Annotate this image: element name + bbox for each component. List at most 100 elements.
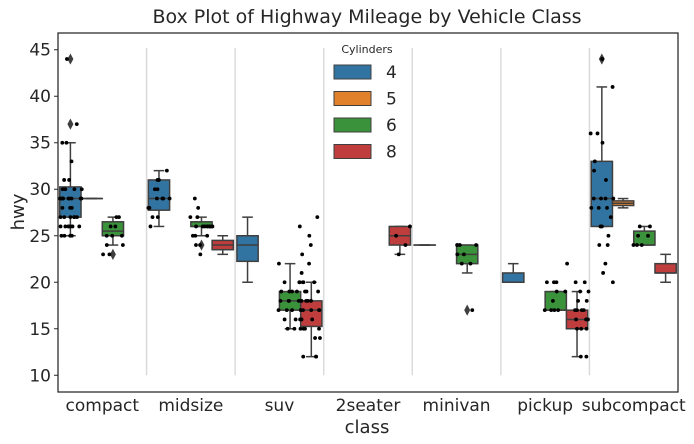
- legend-swatch-6: [333, 117, 372, 133]
- strip-point-23: [316, 289, 321, 294]
- strip-point-40: [65, 57, 69, 61]
- strip-point-10: [155, 187, 160, 192]
- strip-point-11: [310, 317, 315, 322]
- strip-point-38: [60, 140, 65, 145]
- strip-point-21: [588, 131, 593, 136]
- strip-point-14: [586, 289, 591, 294]
- strip-point-22: [304, 289, 309, 294]
- y-tick-label-25: 25: [29, 227, 51, 247]
- strip-point-22: [610, 85, 615, 89]
- strip-point-16: [195, 215, 200, 220]
- strip-point-23: [600, 57, 605, 61]
- y-axis-label: hwy: [8, 193, 29, 230]
- strip-point-13: [576, 298, 580, 303]
- strip-point-2: [556, 308, 561, 313]
- strip-point-9: [575, 308, 579, 313]
- strip-point-26: [79, 196, 83, 201]
- strip-point-0: [301, 354, 306, 359]
- strip-point-1: [403, 243, 408, 247]
- strip-point-9: [152, 187, 157, 192]
- strip-point-4: [119, 233, 124, 238]
- strip-point-39: [74, 122, 79, 127]
- box-body: [147, 179, 171, 211]
- strip-point-1: [292, 326, 297, 331]
- strip-point-6: [58, 224, 63, 229]
- outlier-0: [67, 118, 74, 130]
- strip-point-8: [608, 215, 613, 220]
- strip-point-14: [68, 215, 73, 220]
- strip-point-2: [394, 233, 398, 238]
- strip-point-5: [554, 289, 559, 294]
- box-body: [544, 290, 568, 311]
- strip-point-26: [297, 280, 302, 285]
- strip-point-7: [77, 224, 82, 229]
- box-suv-cyl-6: [278, 262, 302, 330]
- x-tick-label-compact: compact: [66, 396, 140, 416]
- outlier-1: [67, 53, 74, 65]
- strip-point-1: [639, 243, 644, 247]
- x-axis-label: class: [345, 417, 390, 438]
- box-body: [101, 221, 125, 237]
- strip-point-8: [108, 224, 113, 229]
- box-suv-cyl-4: [236, 216, 259, 284]
- strip-point-13: [164, 168, 169, 173]
- strip-point-13: [290, 289, 295, 294]
- strip-point-6: [284, 308, 289, 313]
- strip-point-15: [591, 196, 596, 201]
- strip-point-30: [72, 187, 77, 192]
- strip-midsize-cyl-6: [188, 196, 215, 257]
- strip-point-15: [188, 215, 193, 220]
- strip-point-19: [299, 298, 304, 303]
- strip-point-9: [544, 280, 549, 285]
- strip-point-18: [192, 196, 197, 201]
- strip-point-1: [198, 243, 202, 247]
- strip-point-6: [194, 224, 199, 229]
- strip-point-35: [62, 178, 67, 182]
- strip-point-16: [298, 308, 303, 313]
- strip-point-14: [287, 289, 292, 294]
- strip-point-4: [455, 252, 460, 257]
- strip-point-7: [598, 224, 603, 229]
- strip-point-1: [542, 308, 547, 313]
- strip-point-11: [287, 298, 291, 303]
- legend-label-8: 8: [386, 143, 397, 163]
- strip-point-11: [596, 205, 601, 210]
- strip-point-5: [574, 317, 578, 322]
- strip-point-18: [565, 261, 570, 266]
- strip-point-9: [605, 205, 609, 210]
- strip-point-15: [309, 308, 314, 313]
- strip-point-5: [606, 233, 611, 238]
- strip-point-10: [298, 317, 303, 322]
- strip-point-1: [150, 215, 155, 220]
- box-body: [632, 230, 656, 246]
- box-midsize-cyl-8: [211, 235, 235, 256]
- y-tick-label-15: 15: [29, 320, 51, 340]
- outlier-0: [464, 304, 471, 316]
- strip-minivan-cyl-6: [455, 243, 479, 313]
- strip-point-16: [72, 215, 77, 220]
- x-tick-label-suv: suv: [265, 396, 295, 416]
- box-subcompact-cyl-4: [590, 53, 614, 228]
- legend-swatch-4: [333, 64, 372, 80]
- strip-point-3: [104, 243, 109, 247]
- strip-point-17: [573, 280, 578, 285]
- strip-point-5: [155, 196, 159, 201]
- strip-point-2: [603, 261, 608, 266]
- strip-point-31: [308, 243, 313, 247]
- legend: Cylinders 4 5 6 8: [333, 43, 397, 163]
- strip-point-5: [276, 308, 281, 313]
- strip-point-12: [155, 178, 160, 182]
- strip-point-19: [68, 205, 73, 210]
- strip-pickup-cyl-6: [542, 280, 568, 313]
- strip-point-19: [277, 261, 281, 266]
- strip-midsize-cyl-4: [146, 168, 172, 229]
- strip-point-11: [581, 308, 586, 313]
- box-minivan-cyl-6: [455, 244, 479, 316]
- strip-point-7: [160, 196, 165, 201]
- strip-point-6: [104, 233, 109, 238]
- strip-point-16: [295, 289, 299, 294]
- strip-point-3: [282, 317, 287, 322]
- strip-point-0: [285, 326, 290, 331]
- strip-point-18: [282, 280, 287, 285]
- strip-point-12: [599, 196, 603, 201]
